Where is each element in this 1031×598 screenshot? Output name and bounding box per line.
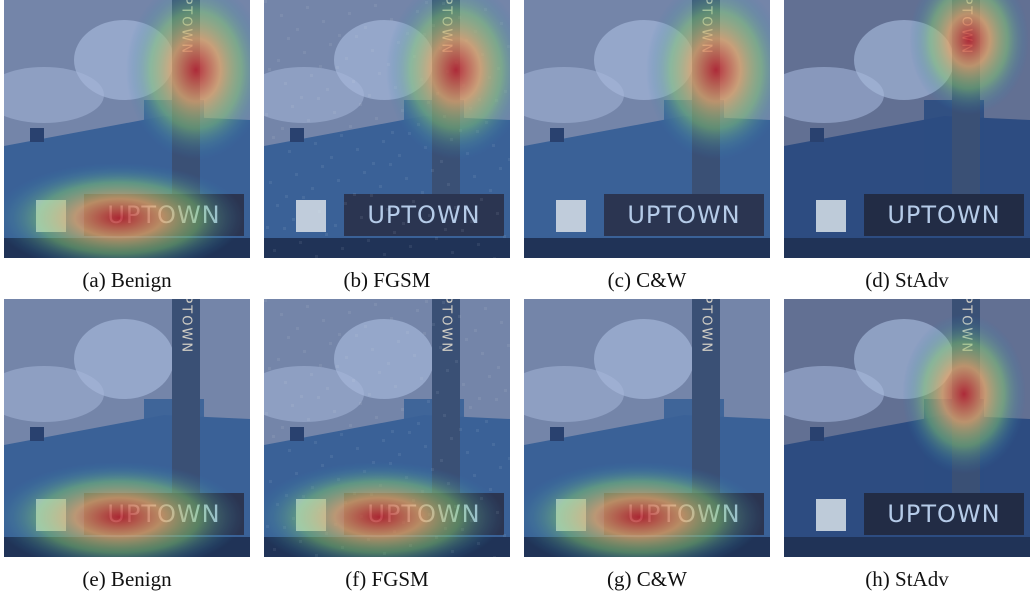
panel-a: UPTOWNUPTOWN (a) Benign [4,0,250,299]
heatmap-image: UPTOWNUPTOWN [784,0,1030,258]
scene-svg: UPTOWNUPTOWN [784,0,1030,258]
caption: (f) FGSM [345,567,429,591]
panel-g: UPTOWNUPTOWN (g) C&W [524,299,770,598]
heatmap-image: UPTOWNUPTOWN [264,0,510,258]
scene-svg: UPTOWNUPTOWN [524,0,770,258]
panel-c: UPTOWNUPTOWN (c) C&W [524,0,770,299]
heatmap-image: UPTOWNUPTOWN [264,299,510,557]
heatmap-image: UPTOWNUPTOWN [524,0,770,258]
heatmap-image: UPTOWNUPTOWN [784,299,1030,557]
caption: (h) StAdv [865,567,949,591]
panel-h: UPTOWNUPTOWN (h) StAdv [784,299,1030,598]
scene-svg: UPTOWNUPTOWN [4,0,250,258]
caption: (e) Benign [82,567,172,591]
scene-svg: UPTOWNUPTOWN [524,299,770,557]
svg-text:UPTOWN: UPTOWN [627,201,740,229]
svg-text:UPTOWN: UPTOWN [699,299,714,354]
scene-svg: UPTOWNUPTOWN [264,299,510,557]
panel-d: UPTOWNUPTOWN (d) StAdv [784,0,1030,299]
scene-svg: UPTOWNUPTOWN [4,299,250,557]
scene-svg: UPTOWNUPTOWN [264,0,510,258]
scene-svg: UPTOWNUPTOWN [784,299,1030,557]
figure-grid: UPTOWNUPTOWN (a) Benign UPTOWNUPTOWN (b)… [4,0,1030,598]
panel-f: UPTOWNUPTOWN (f) FGSM [264,299,510,598]
caption: (b) FGSM [343,268,431,292]
svg-text:UPTOWN: UPTOWN [887,201,1000,229]
caption: (d) StAdv [865,268,949,292]
heatmap-image: UPTOWNUPTOWN [4,299,250,557]
panel-e: UPTOWNUPTOWN (e) Benign [4,299,250,598]
svg-text:UPTOWN: UPTOWN [439,299,454,354]
svg-text:UPTOWN: UPTOWN [367,201,480,229]
heatmap-image: UPTOWNUPTOWN [4,0,250,258]
caption: (c) C&W [607,268,687,292]
panel-b: UPTOWNUPTOWN (b) FGSM [264,0,510,299]
heatmap-image: UPTOWNUPTOWN [524,299,770,557]
svg-text:UPTOWN: UPTOWN [887,500,1000,528]
svg-text:UPTOWN: UPTOWN [179,299,194,354]
caption: (g) C&W [607,567,687,591]
caption: (a) Benign [82,268,172,292]
